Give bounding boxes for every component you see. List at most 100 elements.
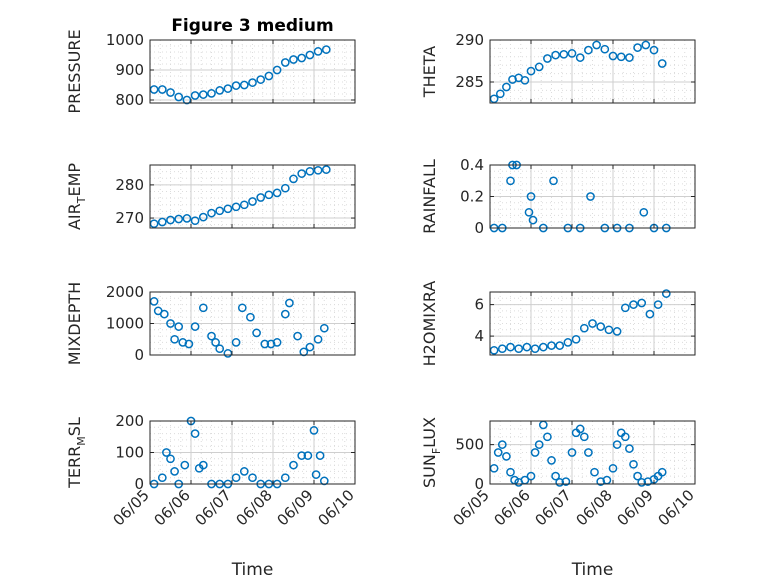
data-point [645, 309, 655, 319]
data-point [231, 473, 241, 483]
x-tick-label: 06/07 [532, 486, 575, 529]
axes-box [489, 39, 696, 104]
data-point [633, 471, 642, 481]
data-point [305, 342, 315, 352]
data-point [313, 334, 323, 344]
data-point [231, 338, 241, 347]
y-axis-label: H2OMIXRA [420, 281, 439, 367]
y-tick-label: 6 [474, 296, 484, 314]
data-point [303, 451, 313, 460]
data-point [190, 216, 200, 226]
y-tick-label: 0.4 [460, 156, 484, 174]
data-point [215, 344, 225, 354]
data-point [285, 298, 294, 308]
data-point [608, 51, 618, 61]
data-point [190, 91, 200, 100]
data-point [313, 165, 323, 175]
data-point [190, 322, 200, 331]
data-point [637, 478, 647, 487]
data-point [313, 47, 323, 56]
data-point [608, 463, 618, 473]
data-point [207, 89, 216, 98]
panel-theta: 285 290 THETA [420, 31, 696, 104]
data-point [297, 169, 307, 178]
data-point [321, 165, 331, 174]
data-point [223, 349, 233, 358]
data-point [657, 59, 667, 68]
data-point [272, 188, 282, 198]
data-point [555, 478, 565, 487]
y-tick-label: 500 [455, 436, 484, 454]
data-point [231, 81, 241, 90]
data-point [547, 456, 556, 465]
data-point [166, 319, 175, 328]
data-point [166, 454, 175, 464]
data-point [223, 204, 233, 214]
y-tick-label: 2000 [106, 283, 144, 301]
data-point [180, 460, 190, 470]
y-axis-label: SUNFLUX [420, 417, 443, 488]
data-point [239, 200, 249, 210]
data-point [272, 338, 282, 347]
data-point [198, 212, 208, 222]
data-point [514, 344, 524, 354]
data-point [293, 331, 302, 341]
y-tick-label: 285 [455, 73, 484, 91]
x-tick-label: 06/08 [573, 486, 616, 529]
x-tick-label: 06/06 [151, 486, 194, 529]
data-point [543, 432, 552, 442]
data-point [567, 448, 577, 457]
data-point [584, 448, 593, 457]
data-point [641, 40, 651, 50]
data-point [538, 420, 548, 430]
data-point [190, 429, 200, 438]
data-point [649, 45, 659, 55]
y-tick-label: 200 [115, 412, 144, 430]
data-point [311, 470, 321, 479]
data-point [280, 473, 290, 483]
data-point [538, 342, 548, 352]
data-point [575, 53, 585, 62]
data-point [524, 207, 534, 217]
y-tick-label: 270 [115, 209, 144, 227]
data-point [237, 303, 247, 313]
data-point [579, 432, 589, 442]
data-point [534, 62, 544, 72]
panel-h2omixra: 4 6 H2OMIXRA [420, 281, 696, 367]
data-point [579, 323, 589, 333]
data-point [555, 341, 565, 350]
data-point [502, 82, 511, 92]
data-point [567, 49, 577, 58]
data-point [174, 214, 184, 224]
data-point [166, 88, 175, 97]
data-point [215, 86, 225, 95]
data-point [248, 197, 257, 206]
data-point [653, 300, 663, 309]
data-point [248, 473, 257, 483]
data-point [321, 45, 331, 54]
axes-box [489, 420, 696, 485]
data-point [563, 338, 573, 347]
y-axis-label: PRESSURE [65, 29, 84, 113]
y-tick-label: 1000 [106, 31, 144, 49]
data-point [246, 312, 255, 322]
data-point [207, 331, 216, 341]
y-tick-label: 290 [455, 31, 484, 49]
panel-mixdepth: 0 1000 2000 MIXDEPTH [65, 282, 356, 365]
data-point [612, 327, 622, 336]
data-point [616, 52, 626, 62]
x-tick-label: 06/05 [450, 486, 493, 529]
x-tick-label: 06/09 [614, 486, 657, 529]
axes-box [149, 164, 356, 229]
data-point [592, 40, 601, 50]
data-point [174, 92, 184, 102]
data-point [551, 50, 560, 60]
data-point [571, 334, 581, 344]
data-point [586, 192, 595, 201]
data-point [170, 467, 179, 476]
data-point [489, 345, 499, 355]
data-point [588, 319, 597, 328]
data-point [543, 54, 552, 63]
